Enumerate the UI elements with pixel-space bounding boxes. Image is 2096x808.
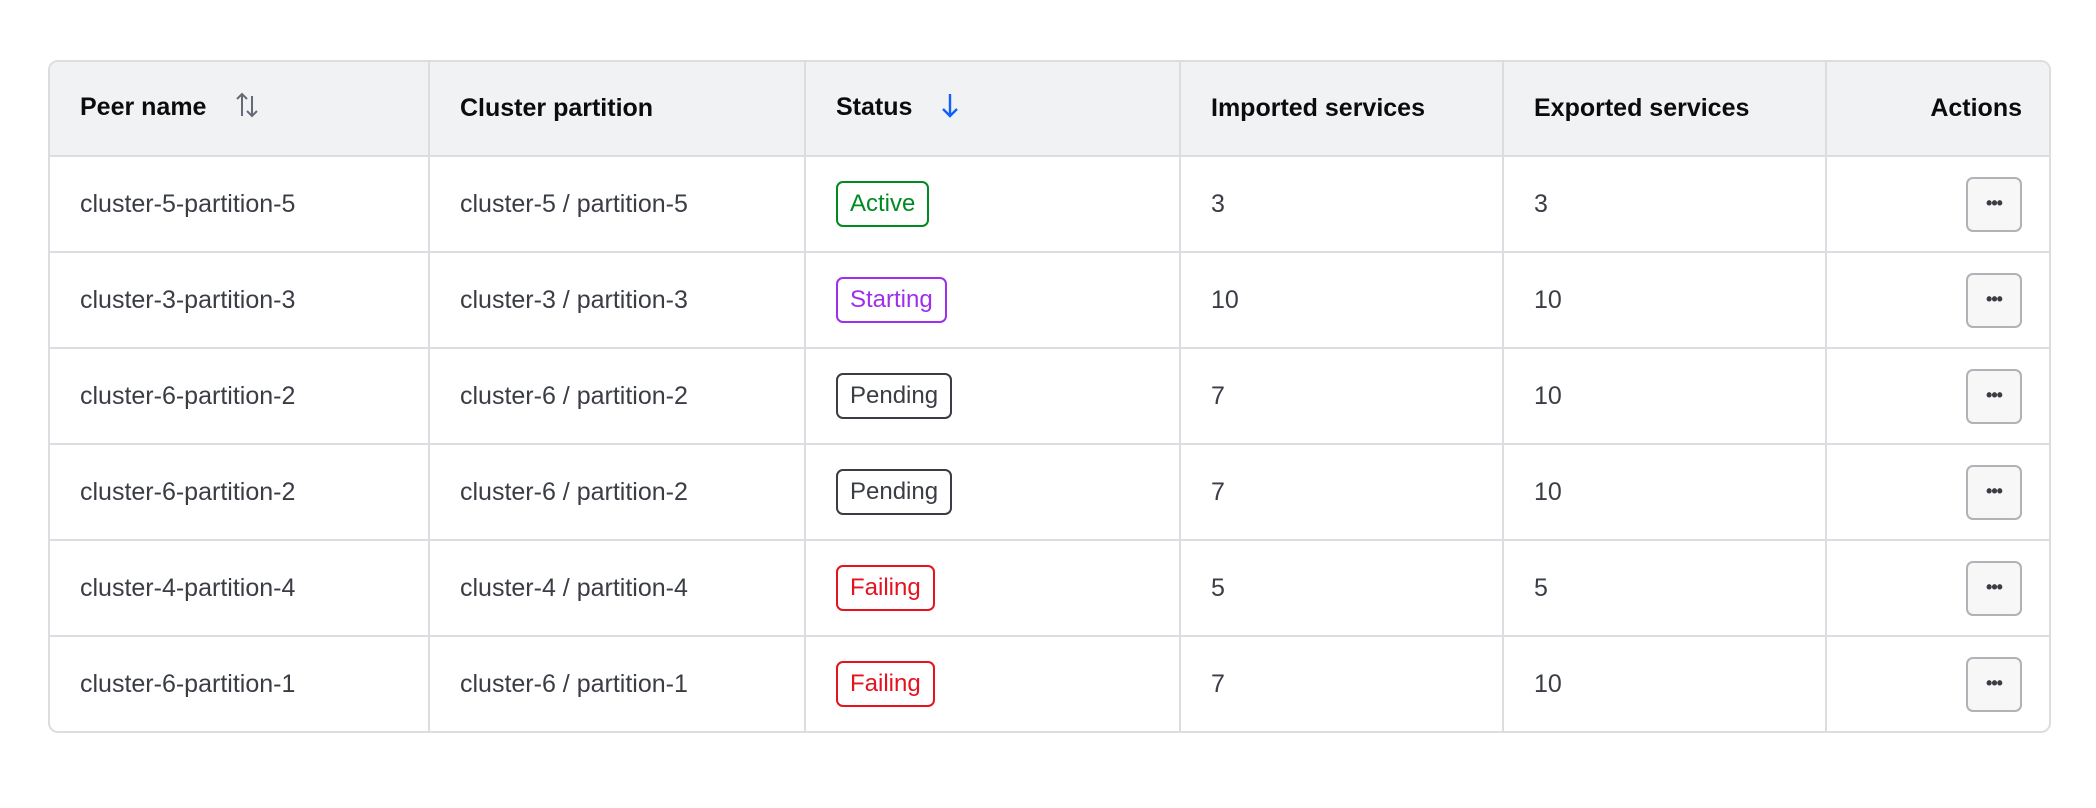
peer-name-cell: cluster-4-partition-4 (50, 540, 430, 637)
cluster-partition-cell: cluster-6 / partition-2 (429, 348, 806, 445)
cluster-partition-cell: cluster-4 / partition-4 (429, 540, 806, 637)
row-actions-button[interactable]: ••• (1966, 656, 2022, 712)
actions-cell: ••• (1826, 540, 2049, 637)
row-actions-button[interactable]: ••• (1966, 560, 2022, 616)
table-row: cluster-6-partition-2 cluster-6 / partit… (50, 444, 2049, 541)
status-badge: Active (836, 181, 930, 227)
status-cell: Active (805, 156, 1181, 253)
imported-services-cell: 10 (1180, 252, 1504, 349)
actions-cell: ••• (1826, 444, 2049, 541)
row-actions-button[interactable]: ••• (1966, 272, 2022, 328)
peers-table: Peer name Cluster partition Status Impor… (50, 62, 2049, 731)
more-horizontal-icon: ••• (1986, 384, 2003, 405)
cluster-partition-cell: cluster-3 / partition-3 (429, 252, 806, 349)
status-badge: Starting (836, 277, 947, 323)
table-row: cluster-4-partition-4 cluster-4 / partit… (50, 540, 2049, 637)
imported-services-cell: 5 (1180, 540, 1504, 637)
table-row: cluster-5-partition-5 cluster-5 / partit… (50, 156, 2049, 253)
actions-cell: ••• (1826, 348, 2049, 445)
header-row: Peer name Cluster partition Status Impor… (50, 62, 2049, 157)
imported-services-cell: 7 (1180, 636, 1504, 731)
more-horizontal-icon: ••• (1986, 672, 2003, 693)
sort-both-icon[interactable] (234, 90, 260, 127)
table-row: cluster-6-partition-1 cluster-6 / partit… (50, 636, 2049, 731)
exported-services-cell: 3 (1503, 156, 1827, 253)
peer-name-cell: cluster-6-partition-2 (50, 444, 430, 541)
status-cell: Starting (805, 252, 1181, 349)
header-actions: Actions (1826, 62, 2049, 157)
status-cell: Pending (805, 348, 1181, 445)
exported-services-cell: 10 (1503, 444, 1827, 541)
header-exported-services: Exported services (1503, 62, 1827, 157)
row-actions-button[interactable]: ••• (1966, 176, 2022, 232)
actions-cell: ••• (1826, 636, 2049, 731)
status-badge: Failing (836, 565, 935, 611)
status-cell: Pending (805, 444, 1181, 541)
peers-table-container: Peer name Cluster partition Status Impor… (48, 60, 2051, 733)
imported-services-cell: 7 (1180, 444, 1504, 541)
header-cluster-partition: Cluster partition (429, 62, 806, 157)
peer-name-cell: cluster-3-partition-3 (50, 252, 430, 349)
row-actions-button[interactable]: ••• (1966, 368, 2022, 424)
more-horizontal-icon: ••• (1986, 288, 2003, 309)
exported-services-cell: 10 (1503, 252, 1827, 349)
more-horizontal-icon: ••• (1986, 480, 2003, 501)
cluster-partition-cell: cluster-5 / partition-5 (429, 156, 806, 253)
header-status[interactable]: Status (805, 62, 1181, 157)
imported-services-cell: 7 (1180, 348, 1504, 445)
header-imported-services: Imported services (1180, 62, 1504, 157)
peer-name-cell: cluster-6-partition-1 (50, 636, 430, 731)
actions-cell: ••• (1826, 252, 2049, 349)
status-badge: Pending (836, 373, 953, 419)
actions-cell: ••• (1826, 156, 2049, 253)
imported-services-cell: 3 (1180, 156, 1504, 253)
status-badge: Pending (836, 469, 953, 515)
status-cell: Failing (805, 636, 1181, 731)
status-badge: Failing (836, 661, 935, 707)
more-horizontal-icon: ••• (1986, 192, 2003, 213)
status-cell: Failing (805, 540, 1181, 637)
row-actions-button[interactable]: ••• (1966, 464, 2022, 520)
peer-name-cell: cluster-5-partition-5 (50, 156, 430, 253)
exported-services-cell: 10 (1503, 348, 1827, 445)
cluster-partition-cell: cluster-6 / partition-2 (429, 444, 806, 541)
header-peer-name[interactable]: Peer name (50, 62, 430, 157)
exported-services-cell: 5 (1503, 540, 1827, 637)
table-row: cluster-3-partition-3 cluster-3 / partit… (50, 252, 2049, 349)
table-row: cluster-6-partition-2 cluster-6 / partit… (50, 348, 2049, 445)
peer-name-cell: cluster-6-partition-2 (50, 348, 430, 445)
exported-services-cell: 10 (1503, 636, 1827, 731)
sort-descending-icon[interactable] (940, 90, 960, 127)
more-horizontal-icon: ••• (1986, 576, 2003, 597)
cluster-partition-cell: cluster-6 / partition-1 (429, 636, 806, 731)
